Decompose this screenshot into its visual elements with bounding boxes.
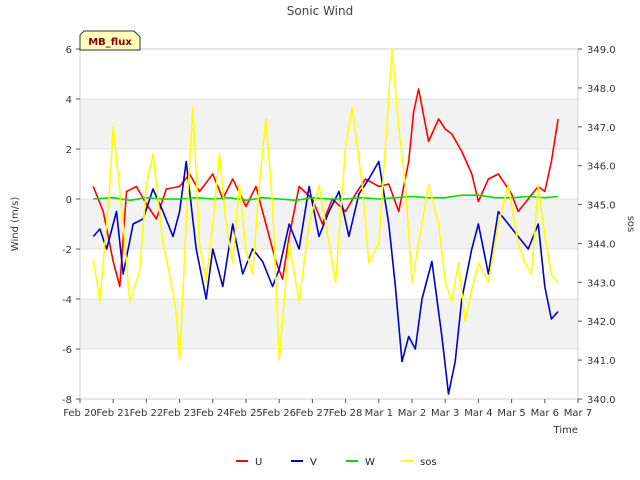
series-layer (92, 48, 559, 395)
x-tick-label: Feb 25 (229, 408, 263, 419)
left-tick-label: -2 (62, 245, 72, 256)
right-tick-label: 345.0 (587, 201, 616, 212)
x-axis-title: Time (553, 425, 578, 436)
right-tick-label: 343.0 (587, 278, 616, 289)
x-tick-label: Feb 24 (196, 408, 230, 419)
x-tick-label: Feb 23 (163, 408, 197, 419)
background-bands (80, 99, 578, 349)
right-tick-label: 347.0 (587, 123, 616, 134)
right-tick-label: 346.0 (587, 162, 616, 173)
background-band (80, 299, 578, 349)
x-tick-label: Mar 7 (564, 408, 592, 419)
x-tick-label: Feb 28 (329, 408, 363, 419)
right-tick-label: 349.0 (587, 45, 616, 56)
x-tick-label: Mar 4 (464, 408, 492, 419)
series-line-sos (92, 48, 559, 361)
mb-flux-badge: MB_flux (79, 30, 141, 51)
x-tick-label: Mar 1 (365, 408, 393, 419)
left-axis: -8 -6 -4 -2 0 2 4 6 (62, 45, 80, 406)
left-axis-title: Wind (m/s) (10, 197, 21, 252)
left-tick-label: 2 (66, 145, 72, 156)
plot-frame (79, 48, 579, 400)
background-band (80, 99, 578, 149)
legend-label-u: U (255, 457, 262, 468)
series-line-w (93, 194, 559, 202)
x-axis: Feb 20 Feb 21 Feb 22 Feb 23 Feb 24 Feb 25 Feb … (63, 399, 592, 419)
right-tick-label: 342.0 (587, 317, 616, 328)
badge-box (79, 30, 141, 51)
x-tick-label: Mar 6 (531, 408, 559, 419)
badge-label: MB_flux (88, 37, 132, 48)
left-tick-label: 6 (66, 45, 72, 56)
legend-label-v: V (310, 457, 317, 468)
right-axis: 340.0 341.0 342.0 343.0 344.0 345.0 346.0 347.0… (578, 45, 616, 406)
left-tick-label: 0 (66, 195, 72, 206)
x-tick-label: Feb 26 (262, 408, 296, 419)
legend-label-sos: sos (420, 457, 437, 468)
x-tick-label: Mar 2 (398, 408, 426, 419)
left-tick-label: 4 (66, 95, 72, 106)
right-tick-label: 340.0 (587, 395, 616, 406)
right-tick-label: 348.0 (587, 84, 616, 95)
left-tick-label: -6 (62, 345, 72, 356)
left-tick-label: -4 (62, 295, 72, 306)
right-tick-label: 344.0 (587, 239, 616, 250)
right-tick-label: 341.0 (587, 356, 616, 367)
series-line-v (92, 160, 559, 395)
legend-label-w: W (365, 457, 375, 468)
x-tick-label: Mar 5 (497, 408, 525, 419)
x-tick-label: Feb 20 (63, 408, 97, 419)
x-tick-label: Feb 21 (96, 408, 130, 419)
x-tick-label: Feb 22 (130, 408, 164, 419)
series-line-u (92, 88, 559, 288)
x-tick-label: Mar 3 (431, 408, 459, 419)
right-axis-title: sos (625, 216, 636, 233)
left-tick-label: -8 (62, 395, 72, 406)
chart-title: Sonic Wind (287, 4, 353, 18)
x-tick-label: Feb 27 (296, 408, 330, 419)
